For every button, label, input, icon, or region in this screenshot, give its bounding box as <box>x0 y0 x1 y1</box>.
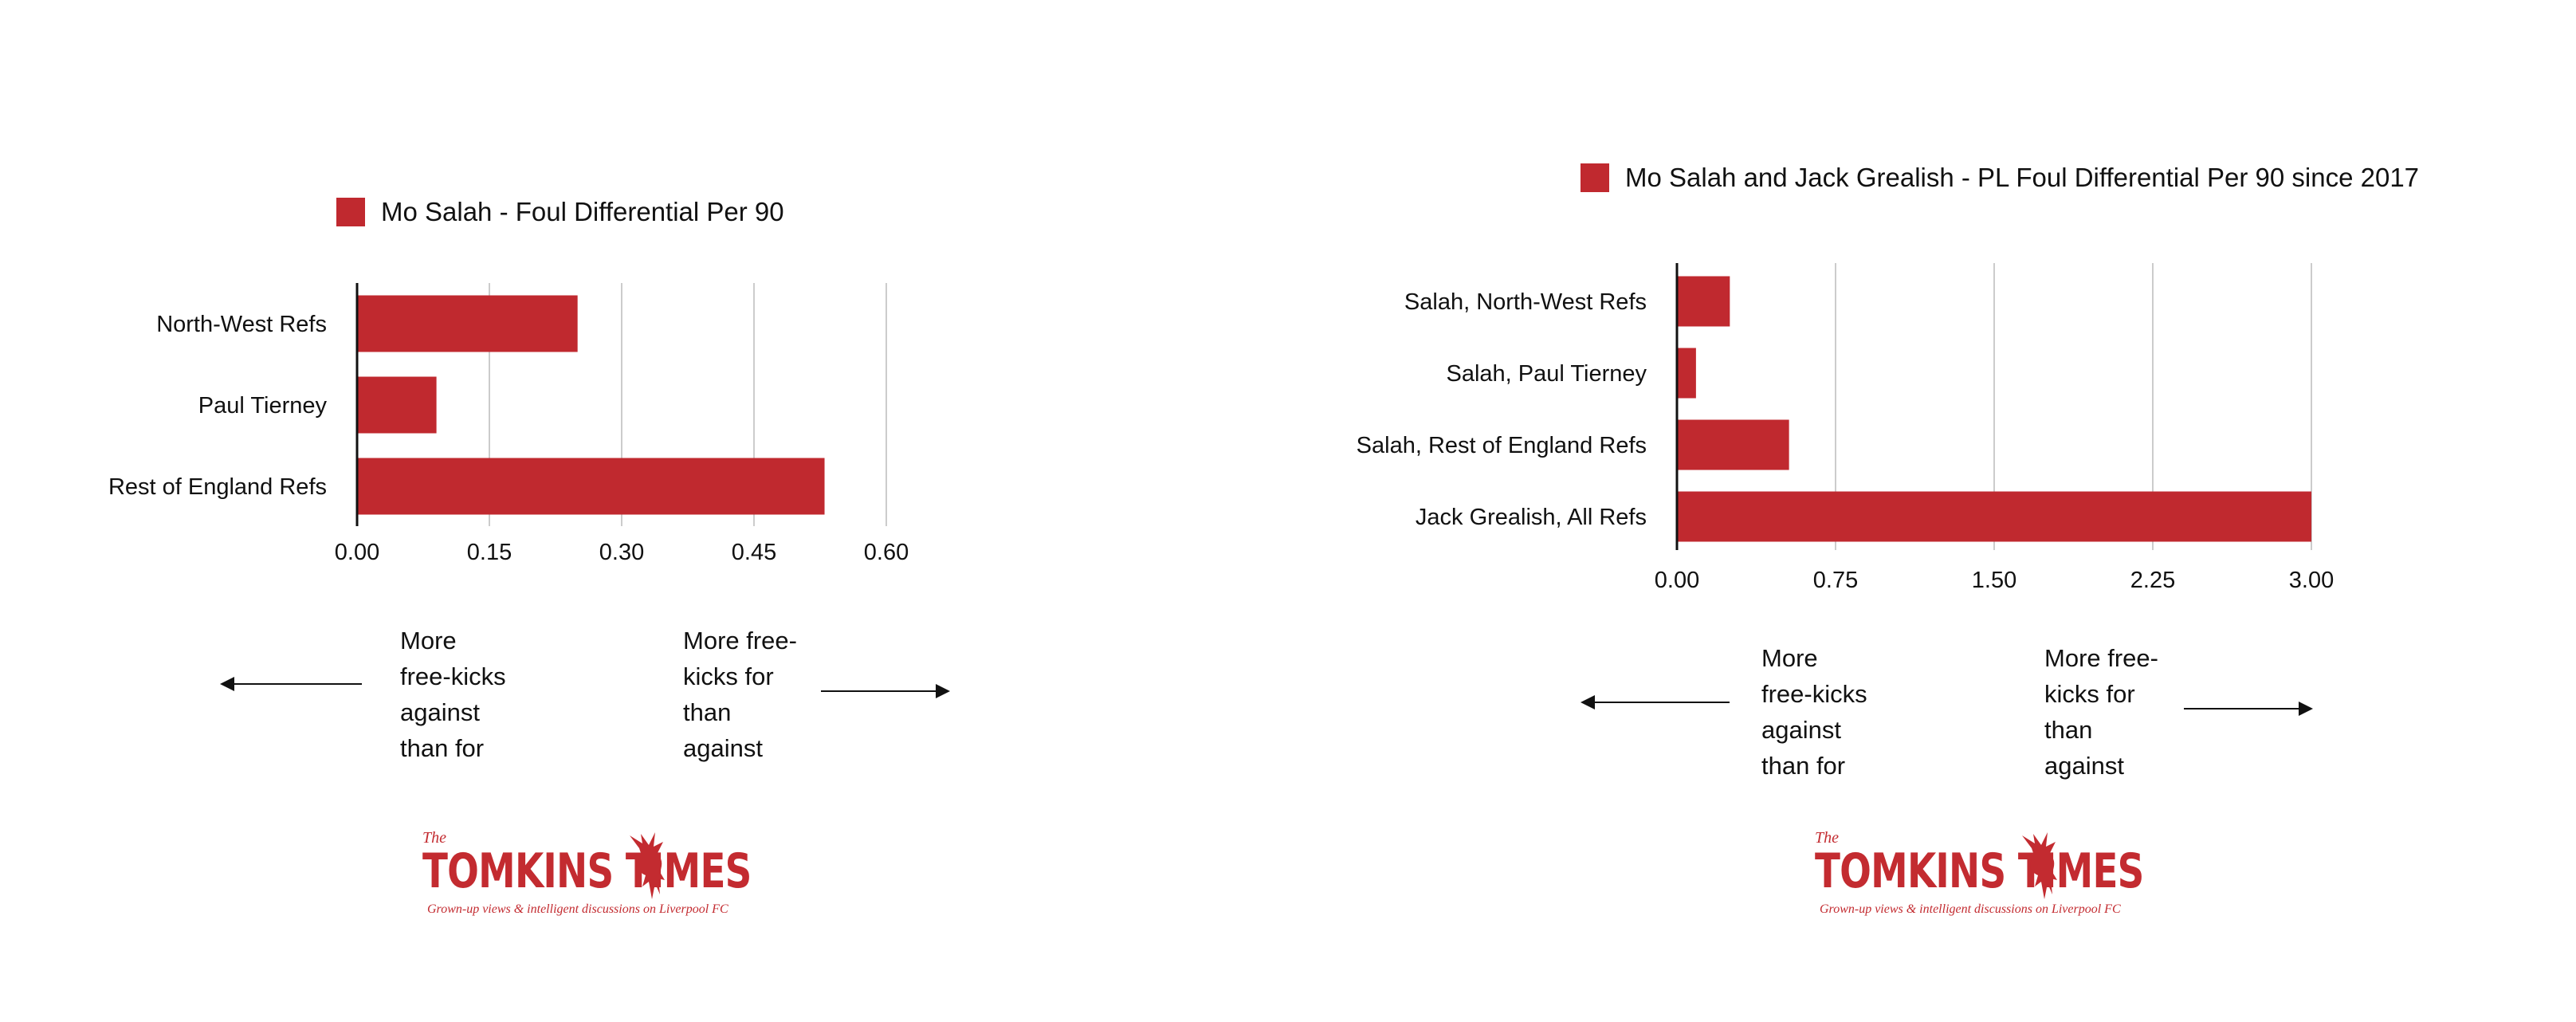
legend-label: Mo Salah and Jack Grealish - PL Foul Dif… <box>1625 163 2419 192</box>
x-tick-label: 0.45 <box>732 540 776 565</box>
legend-label: Mo Salah - Foul Differential Per 90 <box>381 197 784 226</box>
x-tick-label: 0.15 <box>467 540 512 565</box>
x-tick-label: 0.60 <box>864 540 909 565</box>
x-tick-label: 1.50 <box>1972 568 2016 593</box>
legend-swatch <box>1581 163 1609 192</box>
x-tick-label: 3.00 <box>2289 568 2334 593</box>
logo-the: The <box>1815 829 1839 847</box>
liverbird-icon <box>630 832 665 899</box>
category-label: Paul Tierney <box>198 393 328 419</box>
tomkins-times-logo: The TOMKINS TIMES Grown-up views & intel… <box>1815 829 2166 925</box>
category-label: Salah, Paul Tierney <box>1447 361 1647 387</box>
x-tick-label: 0.00 <box>335 540 379 565</box>
logo-wordmark: TOMKINS TIMES <box>1815 843 2144 899</box>
x-tick-label: 2.25 <box>2130 568 2175 593</box>
liverbird-icon <box>2022 832 2057 899</box>
arrow-left-icon <box>1581 695 1730 710</box>
bar <box>357 458 825 515</box>
logo-tagline: Grown-up views & intelligent discussions… <box>427 902 728 916</box>
logo-wordmark: TOMKINS TIMES <box>422 843 752 899</box>
category-label: North-West Refs <box>156 312 327 337</box>
logo-tagline: Grown-up views & intelligent discussions… <box>1820 902 2121 916</box>
category-label: Rest of England Refs <box>108 474 327 500</box>
bar <box>357 376 437 434</box>
bar <box>1677 419 1789 470</box>
category-label: Salah, Rest of England Refs <box>1357 433 1647 458</box>
chart-salah-grealish-foul-differential: Mo Salah and Jack Grealish - PL Foul Dif… <box>1357 163 2419 593</box>
x-tick-label: 0.00 <box>1655 568 1699 593</box>
chart-salah-foul-differential: Mo Salah - Foul Differential Per 90 0.00 0… <box>108 197 909 565</box>
bar <box>1677 491 2311 542</box>
bar <box>357 295 578 352</box>
x-tick-label: 0.30 <box>599 540 644 565</box>
legend-swatch <box>336 198 365 226</box>
legend: Mo Salah and Jack Grealish - PL Foul Dif… <box>1581 163 2419 192</box>
arrow-left-icon <box>220 677 362 691</box>
legend: Mo Salah - Foul Differential Per 90 <box>336 197 784 226</box>
x-tick-label: 0.75 <box>1813 568 1858 593</box>
bar <box>1677 348 1696 399</box>
annotation-left-against: More free-kicks against than for <box>400 627 506 762</box>
logo-the: The <box>422 829 446 847</box>
annotation-right-against: More free-kicks against than for <box>1761 644 1867 780</box>
annotation-right-for: More free- kicks for than against <box>2044 644 2158 780</box>
arrow-right-icon <box>2184 702 2313 716</box>
annotation-left-for: More free- kicks for than against <box>683 627 797 762</box>
category-label: Salah, North-West Refs <box>1404 289 1647 315</box>
category-label: Jack Grealish, All Refs <box>1416 505 1647 530</box>
tomkins-times-logo: The TOMKINS TIMES Grown-up views & intel… <box>422 829 773 925</box>
arrow-right-icon <box>821 684 950 698</box>
bar <box>1677 276 1730 327</box>
